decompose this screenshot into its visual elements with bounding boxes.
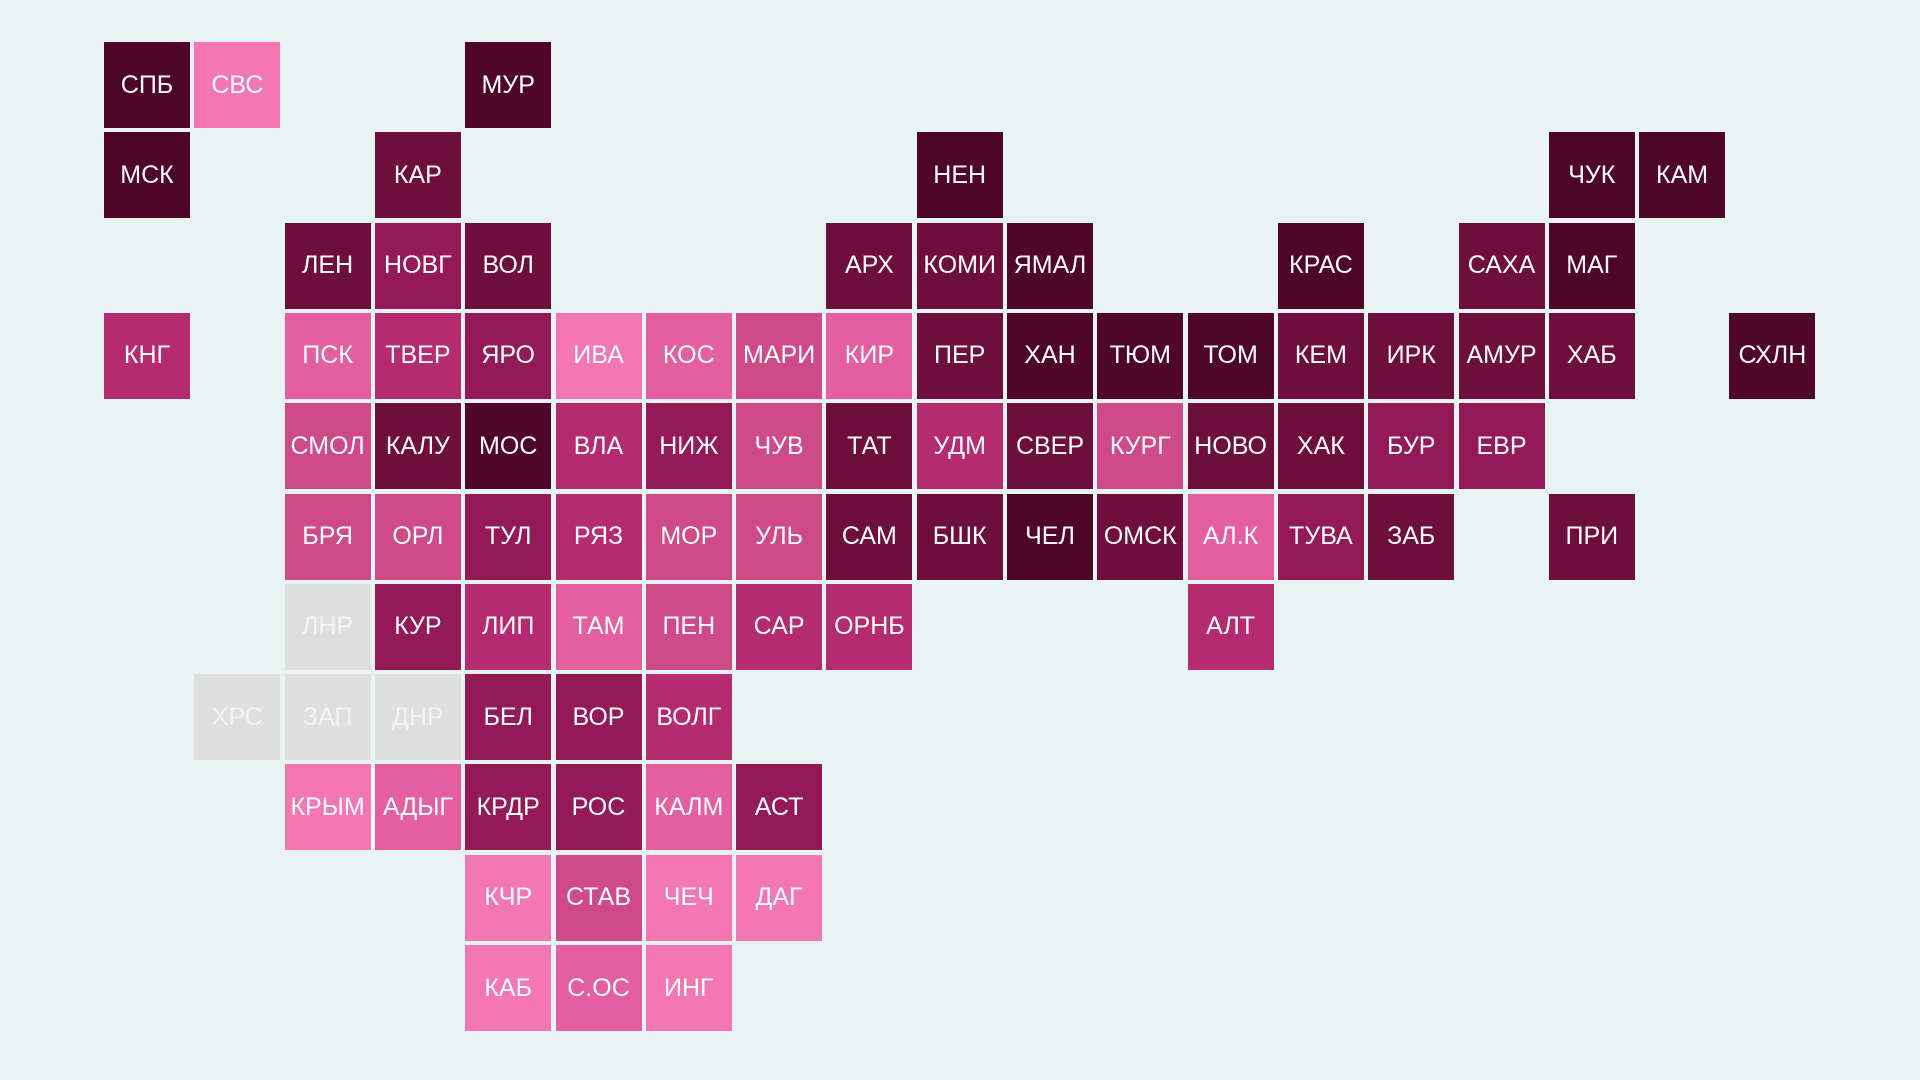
region-tile[interactable]: МОР [645, 493, 732, 580]
region-tile[interactable]: ЯМАЛ [1007, 222, 1093, 309]
region-tile[interactable]: СТАВ [555, 854, 642, 941]
region-tile[interactable]: МСК [104, 132, 190, 219]
region-tile[interactable]: ЧЕЛ [1007, 493, 1093, 580]
region-tile[interactable]: ЧУВ [736, 403, 823, 490]
region-tile[interactable]: ПЕН [645, 583, 732, 670]
region-tile[interactable]: МОС [465, 403, 552, 490]
region-tile[interactable]: РОС [555, 764, 642, 851]
region-tile[interactable]: ХАК [1277, 403, 1364, 490]
region-tile[interactable]: ПСК [284, 312, 371, 399]
region-tile[interactable]: АСТ [736, 764, 823, 851]
region-tile[interactable]: САМ [826, 493, 913, 580]
region-tile[interactable]: СМОЛ [284, 403, 371, 490]
region-tile[interactable]: МАГ [1548, 222, 1635, 309]
region-tile[interactable]: ДНР [374, 674, 461, 761]
region-tile[interactable]: ВЛА [555, 403, 642, 490]
region-tile[interactable]: КРАС [1277, 222, 1364, 309]
region-tile[interactable]: ЧЕЧ [645, 854, 732, 941]
region-tile[interactable]: ХАБ [1548, 312, 1635, 399]
region-tile[interactable]: БУР [1368, 403, 1455, 490]
region-tile[interactable]: ТВЕР [374, 312, 461, 399]
region-tile[interactable]: АРХ [826, 222, 913, 309]
region-tile[interactable]: УЛЬ [736, 493, 823, 580]
region-tile[interactable]: КУРГ [1097, 403, 1184, 490]
region-tile[interactable]: КОС [645, 312, 732, 399]
region-tile[interactable]: ИВА [555, 312, 642, 399]
region-tile[interactable]: КЕМ [1277, 312, 1364, 399]
region-tile[interactable]: НЕН [916, 132, 1003, 219]
region-tile[interactable]: ТУВА [1277, 493, 1364, 580]
region-tile[interactable]: ЛНР [284, 583, 371, 670]
region-tile[interactable]: ЛЕН [284, 222, 371, 309]
region-tile[interactable]: КАМ [1639, 132, 1726, 219]
region-tile[interactable]: ВОЛГ [645, 674, 732, 761]
region-tile[interactable]: ЗАП [284, 674, 371, 761]
region-tile[interactable]: ЗАБ [1368, 493, 1455, 580]
region-tile[interactable]: КАБ [465, 945, 552, 1031]
region-tile[interactable]: КИР [826, 312, 913, 399]
region-tile[interactable]: ОРНБ [826, 583, 913, 670]
region-tile[interactable]: АДЫГ [374, 764, 461, 851]
region-tile[interactable]: СХЛН [1729, 312, 1816, 399]
region-tile[interactable]: ТАМ [555, 583, 642, 670]
region-tile[interactable]: РЯЗ [555, 493, 642, 580]
region-tile[interactable]: УДМ [916, 403, 1003, 490]
region-tile[interactable]: КЧР [465, 854, 552, 941]
region-tile[interactable]: НИЖ [645, 403, 732, 490]
region-tile[interactable]: КНГ [104, 312, 190, 399]
region-tile[interactable]: КРДР [465, 764, 552, 851]
region-tile[interactable]: НОВГ [374, 222, 461, 309]
region-tile[interactable]: САХА [1458, 222, 1545, 309]
region-tile[interactable]: ТОМ [1187, 312, 1274, 399]
region-tile[interactable]: ПЕР [916, 312, 1003, 399]
region-tile[interactable]: МАРИ [736, 312, 823, 399]
region-tile[interactable]: МУР [465, 42, 552, 128]
region-tile[interactable]: ЕВР [1458, 403, 1545, 490]
region-tile[interactable]: ЧУК [1548, 132, 1635, 219]
region-tile[interactable]: НОВО [1187, 403, 1274, 490]
region-tile[interactable]: ЯРО [465, 312, 552, 399]
region-tile[interactable]: ОМСК [1097, 493, 1184, 580]
region-tile[interactable]: СВЕР [1007, 403, 1093, 490]
region-tile[interactable]: ИРК [1368, 312, 1455, 399]
region-tile[interactable]: КАР [374, 132, 461, 219]
region-tile[interactable]: ХАН [1007, 312, 1093, 399]
region-tile[interactable]: КУР [374, 583, 461, 670]
region-tile[interactable]: КОМИ [916, 222, 1003, 309]
region-tile[interactable]: БРЯ [284, 493, 371, 580]
region-tile[interactable]: ТАТ [826, 403, 913, 490]
region-tile[interactable]: ДАГ [736, 854, 823, 941]
region-tile[interactable]: ТЮМ [1097, 312, 1184, 399]
region-tile[interactable]: СВС [194, 42, 281, 128]
region-tile[interactable]: КАЛУ [374, 403, 461, 490]
region-tile[interactable]: ХРС [194, 674, 281, 761]
region-tile[interactable]: БШК [916, 493, 1003, 580]
region-tile[interactable]: АЛТ [1187, 583, 1274, 670]
region-tile[interactable]: ТУЛ [465, 493, 552, 580]
region-tile[interactable]: С.ОС [555, 945, 642, 1031]
region-tile[interactable]: БЕЛ [465, 674, 552, 761]
region-tile[interactable]: ВОР [555, 674, 642, 761]
region-tile[interactable]: САР [736, 583, 823, 670]
region-tile[interactable]: КАЛМ [645, 764, 732, 851]
region-tile[interactable]: ВОЛ [465, 222, 552, 309]
region-tile[interactable]: КРЫМ [284, 764, 371, 851]
region-tile[interactable]: АМУР [1458, 312, 1545, 399]
region-tile[interactable]: ПРИ [1548, 493, 1635, 580]
region-tile[interactable]: АЛ.К [1187, 493, 1274, 580]
region-tile[interactable]: ОРЛ [374, 493, 461, 580]
region-tile[interactable]: ИНГ [645, 945, 732, 1031]
region-tile[interactable]: СПБ [104, 42, 190, 128]
region-tile[interactable]: ЛИП [465, 583, 552, 670]
